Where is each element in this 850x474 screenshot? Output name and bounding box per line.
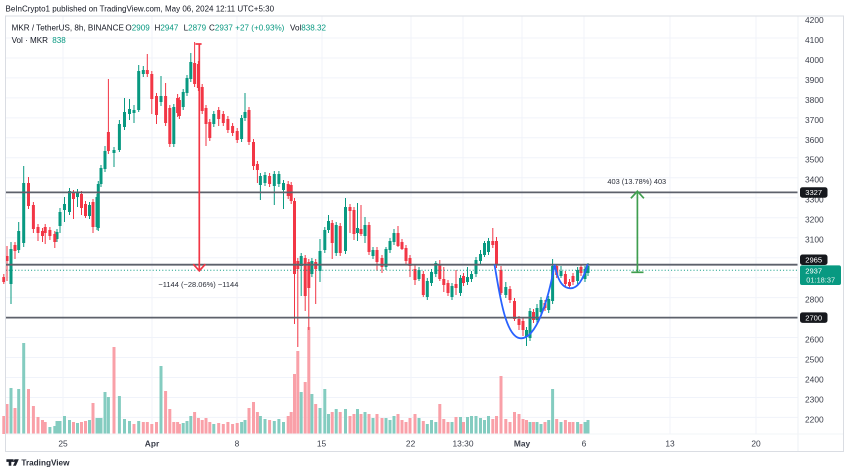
svg-text:3100: 3100	[805, 235, 824, 245]
svg-text:6: 6	[582, 438, 587, 448]
svg-text:8: 8	[235, 438, 240, 448]
svg-text:3400: 3400	[805, 175, 824, 185]
svg-text:2500: 2500	[805, 354, 824, 364]
svg-text:403 (13.78%) 403: 403 (13.78%) 403	[607, 177, 666, 186]
svg-text:4000: 4000	[805, 55, 824, 65]
svg-text:−1144 (−28.06%) −1144: −1144 (−28.06%) −1144	[158, 280, 238, 289]
svg-text:20: 20	[751, 438, 761, 448]
svg-text:2400: 2400	[805, 374, 824, 384]
svg-text:22: 22	[406, 438, 416, 448]
svg-text:TradingView: TradingView	[21, 458, 70, 467]
svg-text:2937: 2937	[805, 266, 822, 275]
svg-text:15: 15	[317, 438, 327, 448]
svg-text:4200: 4200	[805, 15, 824, 25]
svg-text:3327: 3327	[805, 188, 822, 197]
svg-text:May: May	[514, 438, 531, 448]
svg-text:01:18:37: 01:18:37	[806, 275, 835, 284]
svg-text:3300: 3300	[805, 195, 824, 205]
svg-text:3700: 3700	[805, 115, 824, 125]
svg-text:2800: 2800	[805, 295, 824, 305]
svg-text:3800: 3800	[805, 95, 824, 105]
svg-text:2600: 2600	[805, 334, 824, 344]
svg-text:3900: 3900	[805, 75, 824, 85]
svg-text:3200: 3200	[805, 215, 824, 225]
svg-text:13: 13	[665, 438, 675, 448]
svg-text:Vol · MKR 838: Vol · MKR 838	[12, 36, 67, 45]
svg-text:2300: 2300	[805, 394, 824, 404]
svg-text:25: 25	[58, 438, 68, 448]
svg-text:2700: 2700	[805, 313, 822, 322]
svg-text:3500: 3500	[805, 155, 824, 165]
svg-text:4100: 4100	[805, 35, 824, 45]
svg-text:2965: 2965	[805, 255, 822, 264]
svg-text:3600: 3600	[805, 135, 824, 145]
svg-text:2200: 2200	[805, 414, 824, 424]
svg-text:Apr: Apr	[145, 438, 160, 448]
svg-text:BeInCrypto1 published on Tradi: BeInCrypto1 published on TradingView.com…	[6, 4, 275, 13]
svg-text:MKR / TetherUS, 8h, BINANCEO29: MKR / TetherUS, 8h, BINANCEO2909 H2947 L28…	[12, 23, 327, 32]
svg-text:13:30: 13:30	[453, 438, 474, 448]
